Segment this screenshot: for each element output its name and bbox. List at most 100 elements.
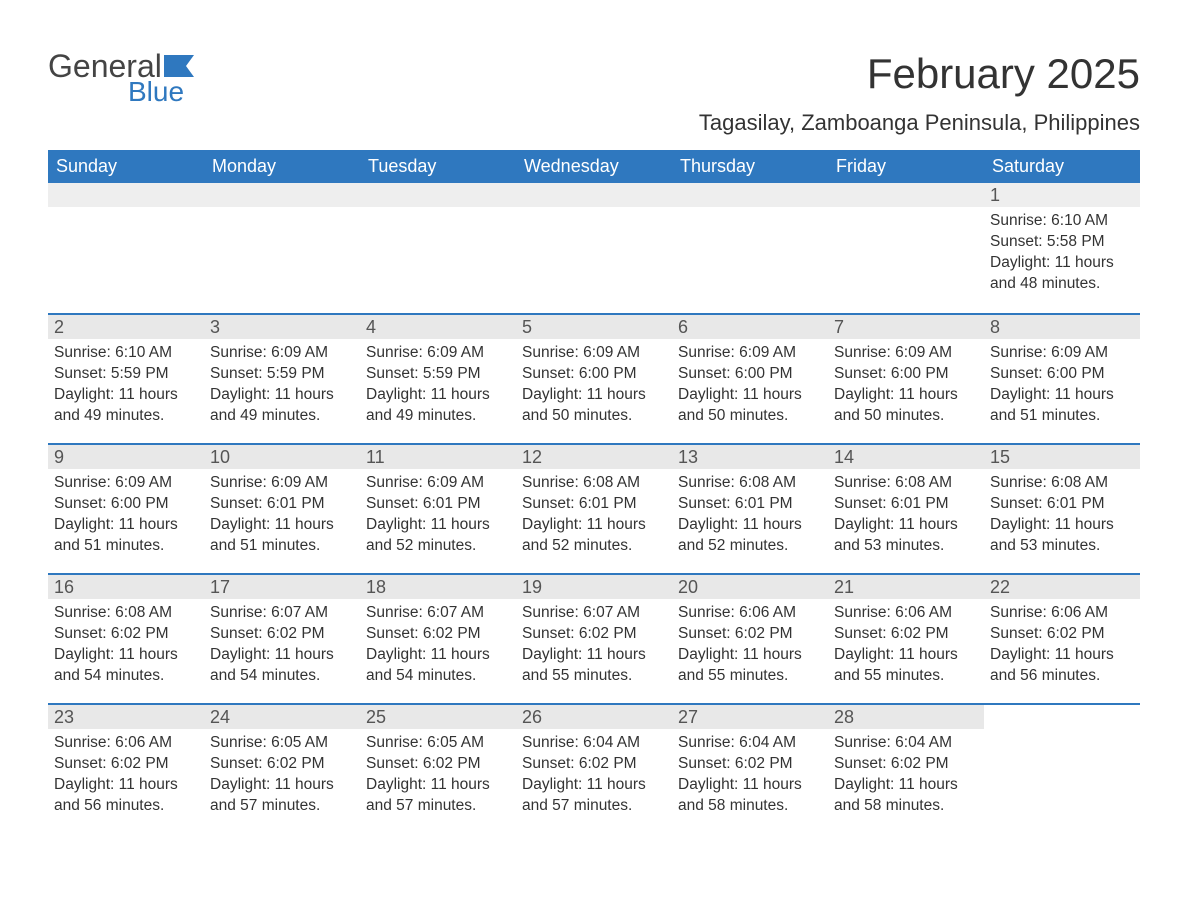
day-body: Sunrise: 6:05 AMSunset: 6:02 PMDaylight:…	[204, 729, 360, 827]
calendar-day: 28Sunrise: 6:04 AMSunset: 6:02 PMDayligh…	[828, 705, 984, 833]
day-sunset: Sunset: 6:02 PM	[990, 624, 1134, 645]
day-daylight2: and 52 minutes.	[522, 536, 666, 557]
dow-wednesday: Wednesday	[516, 150, 672, 183]
day-body: Sunrise: 6:09 AMSunset: 6:00 PMDaylight:…	[672, 339, 828, 437]
calendar-day	[48, 183, 204, 313]
day-body: Sunrise: 6:06 AMSunset: 6:02 PMDaylight:…	[828, 599, 984, 697]
calendar-day: 5Sunrise: 6:09 AMSunset: 6:00 PMDaylight…	[516, 315, 672, 443]
calendar-day	[672, 183, 828, 313]
day-sunset: Sunset: 6:02 PM	[834, 754, 978, 775]
day-sunrise: Sunrise: 6:09 AM	[366, 473, 510, 494]
day-daylight2: and 53 minutes.	[834, 536, 978, 557]
day-sunrise: Sunrise: 6:04 AM	[834, 733, 978, 754]
calendar-day: 6Sunrise: 6:09 AMSunset: 6:00 PMDaylight…	[672, 315, 828, 443]
day-daylight1: Daylight: 11 hours	[990, 253, 1134, 274]
day-sunrise: Sunrise: 6:09 AM	[990, 343, 1134, 364]
day-daylight2: and 49 minutes.	[54, 406, 198, 427]
day-number: 24	[204, 705, 360, 729]
day-sunrise: Sunrise: 6:07 AM	[522, 603, 666, 624]
day-sunrise: Sunrise: 6:10 AM	[54, 343, 198, 364]
day-number: 27	[672, 705, 828, 729]
day-number: 5	[516, 315, 672, 339]
day-of-week-header: Sunday Monday Tuesday Wednesday Thursday…	[48, 150, 1140, 183]
day-daylight2: and 54 minutes.	[54, 666, 198, 687]
calendar-day: 19Sunrise: 6:07 AMSunset: 6:02 PMDayligh…	[516, 575, 672, 703]
day-body: Sunrise: 6:09 AMSunset: 6:00 PMDaylight:…	[48, 469, 204, 567]
day-sunrise: Sunrise: 6:09 AM	[522, 343, 666, 364]
calendar-day	[360, 183, 516, 313]
calendar-day: 12Sunrise: 6:08 AMSunset: 6:01 PMDayligh…	[516, 445, 672, 573]
day-sunrise: Sunrise: 6:09 AM	[366, 343, 510, 364]
day-sunset: Sunset: 6:02 PM	[366, 754, 510, 775]
day-number: 7	[828, 315, 984, 339]
day-sunrise: Sunrise: 6:08 AM	[990, 473, 1134, 494]
day-daylight2: and 58 minutes.	[834, 796, 978, 817]
day-sunset: Sunset: 6:00 PM	[834, 364, 978, 385]
day-sunset: Sunset: 5:59 PM	[210, 364, 354, 385]
day-daylight2: and 55 minutes.	[678, 666, 822, 687]
calendar-day	[516, 183, 672, 313]
day-sunrise: Sunrise: 6:09 AM	[210, 343, 354, 364]
day-sunrise: Sunrise: 6:05 AM	[210, 733, 354, 754]
day-daylight1: Daylight: 11 hours	[54, 515, 198, 536]
day-sunset: Sunset: 6:02 PM	[522, 754, 666, 775]
calendar-day	[828, 183, 984, 313]
calendar-page: General Blue February 2025 Tagasilay, Za…	[0, 0, 1188, 873]
day-daylight1: Daylight: 11 hours	[990, 385, 1134, 406]
day-daylight1: Daylight: 11 hours	[990, 645, 1134, 666]
day-sunset: Sunset: 6:01 PM	[366, 494, 510, 515]
calendar-day: 9Sunrise: 6:09 AMSunset: 6:00 PMDaylight…	[48, 445, 204, 573]
day-sunset: Sunset: 6:02 PM	[834, 624, 978, 645]
day-sunset: Sunset: 5:59 PM	[54, 364, 198, 385]
day-daylight2: and 48 minutes.	[990, 274, 1134, 295]
day-sunrise: Sunrise: 6:09 AM	[210, 473, 354, 494]
day-number	[516, 183, 672, 207]
day-daylight2: and 57 minutes.	[210, 796, 354, 817]
day-daylight1: Daylight: 11 hours	[834, 515, 978, 536]
calendar-day: 3Sunrise: 6:09 AMSunset: 5:59 PMDaylight…	[204, 315, 360, 443]
day-sunrise: Sunrise: 6:06 AM	[54, 733, 198, 754]
calendar-day: 20Sunrise: 6:06 AMSunset: 6:02 PMDayligh…	[672, 575, 828, 703]
day-sunset: Sunset: 6:00 PM	[990, 364, 1134, 385]
day-daylight2: and 55 minutes.	[522, 666, 666, 687]
day-daylight2: and 50 minutes.	[678, 406, 822, 427]
day-body: Sunrise: 6:07 AMSunset: 6:02 PMDaylight:…	[360, 599, 516, 697]
day-sunset: Sunset: 6:02 PM	[366, 624, 510, 645]
calendar-day: 27Sunrise: 6:04 AMSunset: 6:02 PMDayligh…	[672, 705, 828, 833]
day-sunset: Sunset: 6:02 PM	[210, 754, 354, 775]
day-sunset: Sunset: 6:01 PM	[834, 494, 978, 515]
day-daylight1: Daylight: 11 hours	[54, 385, 198, 406]
day-sunrise: Sunrise: 6:06 AM	[834, 603, 978, 624]
day-body: Sunrise: 6:08 AMSunset: 6:01 PMDaylight:…	[516, 469, 672, 567]
day-daylight1: Daylight: 11 hours	[522, 385, 666, 406]
day-daylight1: Daylight: 11 hours	[834, 645, 978, 666]
calendar-day: 22Sunrise: 6:06 AMSunset: 6:02 PMDayligh…	[984, 575, 1140, 703]
day-daylight2: and 56 minutes.	[990, 666, 1134, 687]
day-daylight1: Daylight: 11 hours	[366, 775, 510, 796]
day-number: 10	[204, 445, 360, 469]
dow-monday: Monday	[204, 150, 360, 183]
calendar-day: 4Sunrise: 6:09 AMSunset: 5:59 PMDaylight…	[360, 315, 516, 443]
logo: General Blue	[48, 50, 194, 106]
calendar-week: 9Sunrise: 6:09 AMSunset: 6:00 PMDaylight…	[48, 443, 1140, 573]
day-sunset: Sunset: 6:01 PM	[678, 494, 822, 515]
calendar-day: 16Sunrise: 6:08 AMSunset: 6:02 PMDayligh…	[48, 575, 204, 703]
day-sunset: Sunset: 6:00 PM	[54, 494, 198, 515]
day-sunrise: Sunrise: 6:08 AM	[522, 473, 666, 494]
day-body: Sunrise: 6:09 AMSunset: 5:59 PMDaylight:…	[360, 339, 516, 437]
day-number	[204, 183, 360, 207]
day-number	[672, 183, 828, 207]
day-body: Sunrise: 6:07 AMSunset: 6:02 PMDaylight:…	[516, 599, 672, 697]
title-block: February 2025 Tagasilay, Zamboanga Penin…	[699, 50, 1140, 136]
day-daylight1: Daylight: 11 hours	[54, 645, 198, 666]
day-sunrise: Sunrise: 6:08 AM	[834, 473, 978, 494]
calendar-day: 23Sunrise: 6:06 AMSunset: 6:02 PMDayligh…	[48, 705, 204, 833]
day-number	[360, 183, 516, 207]
day-sunrise: Sunrise: 6:08 AM	[678, 473, 822, 494]
day-daylight1: Daylight: 11 hours	[678, 385, 822, 406]
calendar-day: 25Sunrise: 6:05 AMSunset: 6:02 PMDayligh…	[360, 705, 516, 833]
day-daylight2: and 57 minutes.	[366, 796, 510, 817]
day-daylight1: Daylight: 11 hours	[990, 515, 1134, 536]
day-number: 12	[516, 445, 672, 469]
day-sunrise: Sunrise: 6:09 AM	[54, 473, 198, 494]
